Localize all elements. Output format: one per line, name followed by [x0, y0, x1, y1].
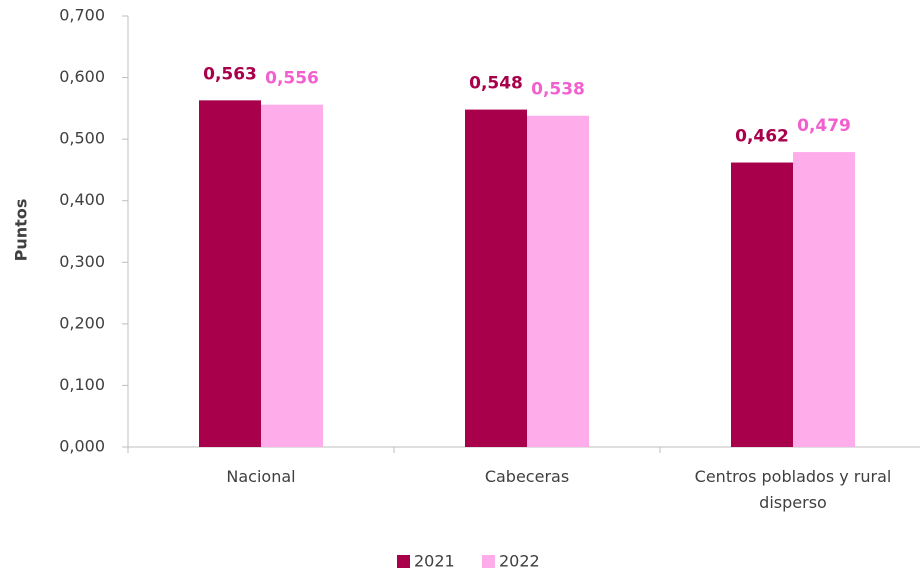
- y-tick-label: 0,400: [59, 190, 105, 209]
- x-tick-label: Nacional: [226, 467, 296, 486]
- y-tick-label: 0,500: [59, 129, 105, 148]
- bar: [199, 100, 261, 448]
- value-label: 0,563: [203, 64, 257, 84]
- legend-swatch: [397, 555, 410, 568]
- value-label: 0,462: [735, 127, 789, 147]
- x-tick-label: Centros poblados y rural disperso: [694, 467, 892, 512]
- bar: [261, 104, 323, 448]
- legend-swatch: [482, 555, 495, 568]
- bar: [527, 115, 589, 447]
- y-tick-label: 0,200: [59, 313, 105, 332]
- y-tick-label: 0,300: [59, 252, 105, 271]
- x-tick-label: Cabeceras: [484, 467, 570, 486]
- bar: [465, 109, 527, 448]
- legend-label: 2022: [499, 552, 540, 571]
- y-axis-title: Puntos: [12, 199, 31, 262]
- y-tick-label: 0,000: [59, 437, 105, 456]
- value-label: 0,556: [265, 69, 319, 89]
- y-tick-label: 0,100: [59, 375, 105, 394]
- bar: [793, 152, 855, 447]
- legend-label: 2021: [414, 552, 455, 571]
- y-tick-label: 0,700: [59, 6, 105, 25]
- value-label: 0,548: [469, 74, 523, 94]
- value-label: 0,479: [797, 116, 851, 136]
- y-tick-label: 0,600: [59, 67, 105, 86]
- bar: [731, 162, 793, 448]
- value-label: 0,538: [531, 80, 585, 100]
